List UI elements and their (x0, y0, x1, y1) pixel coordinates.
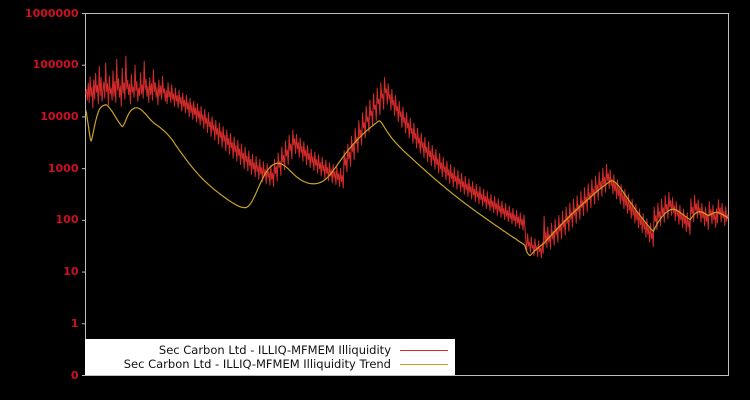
legend-label: Sec Carbon Ltd - ILLIQ-MFMEM Illiquidity… (123, 357, 391, 371)
y-axis-tick-label: 1 (70, 316, 79, 330)
legend-entry[interactable]: Sec Carbon Ltd - ILLIQ-MFMEM Illiquidity… (92, 357, 448, 371)
y-axis-tick-label: 100000 (32, 58, 79, 72)
legend-entry[interactable]: Sec Carbon Ltd - ILLIQ-MFMEM Illiquidity (92, 343, 448, 357)
chart-legend[interactable]: Sec Carbon Ltd - ILLIQ-MFMEM Illiquidity… (85, 339, 455, 375)
y-axis-tick-label: 1000000 (24, 6, 79, 20)
y-axis-tick-label: 10000 (40, 109, 79, 123)
line-swatch-trend (400, 359, 448, 370)
legend-label: Sec Carbon Ltd - ILLIQ-MFMEM Illiquidity (158, 343, 391, 357)
axes-frame (85, 13, 729, 376)
y-axis-tick-label: 0 (70, 368, 79, 382)
y-axis-tick-label: 10 (63, 265, 79, 279)
y-axis-tick-label: 1000 (47, 161, 79, 175)
axes-spines (82, 13, 729, 376)
series-line-illiquidity-trend (85, 104, 729, 257)
series-line-illiquidity (85, 55, 729, 259)
series-layer (85, 55, 729, 259)
line-swatch-illiquidity (400, 345, 448, 356)
y-axis-tick-label: 100 (55, 213, 79, 227)
